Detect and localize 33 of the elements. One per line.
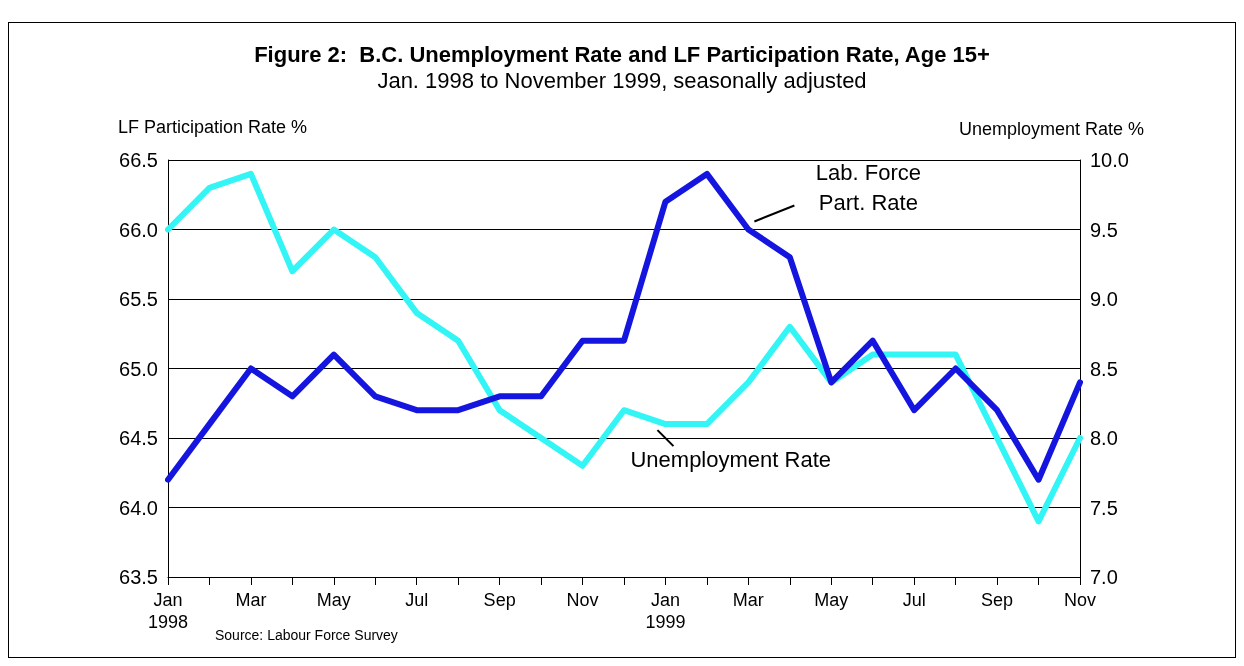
chart-subtitle: Jan. 1998 to November 1999, seasonally adjusted [377, 67, 867, 93]
x-tick-label: Sep [483, 590, 516, 610]
x-tick-label: Nov [566, 590, 599, 610]
y-tick-label: 64.0 [119, 496, 158, 519]
text: Lab. Force Part. Rate [815, 160, 921, 215]
y2-tick-label: 7.0 [1090, 566, 1118, 588]
y-tick-label: 66.5 [119, 149, 158, 171]
y-tick-label: 65.5 [119, 288, 158, 310]
chart-title: Figure 2: B.C. Unemployment Rate and LF Participation Rate, Age 15+ [254, 41, 990, 67]
x-tick-label: Jul [405, 590, 429, 610]
y2-tick-label: 8.0 [1090, 427, 1118, 449]
y-tick-label: 63.5 [119, 566, 158, 588]
x-tick-label: Mar [235, 590, 267, 610]
series-label: Unemployment Rate [630, 446, 831, 472]
y2-tick-label: 10.0 [1090, 149, 1129, 171]
y-tick-label: 65.0 [119, 357, 158, 380]
y2-tick-label: 7.5 [1090, 496, 1118, 519]
y2-axis-title: Unemployment Rate % [958, 119, 1145, 139]
y2-tick-label: 8.5 [1090, 357, 1118, 380]
x-tick-label: Mar [732, 590, 764, 610]
x-tick-label: Sep [981, 590, 1014, 610]
x-tick-label: Nov [1063, 590, 1097, 610]
x-tick-label: May [814, 590, 849, 610]
y-tick-label: 64.5 [119, 427, 158, 449]
y2-tick-label: 9.0 [1090, 288, 1118, 310]
source-note: Source: Labour Force Survey [215, 627, 398, 643]
x-tick-label: Jul [902, 590, 926, 610]
x-tick-label: Jan 1999 [645, 590, 686, 632]
y-axis-title: LF Participation Rate % [118, 117, 308, 137]
y-tick-label: 66.0 [119, 218, 158, 241]
x-tick-label: May [316, 590, 351, 610]
x-tick-label: Jan 1998 [147, 590, 189, 632]
y2-tick-label: 9.5 [1090, 218, 1118, 241]
